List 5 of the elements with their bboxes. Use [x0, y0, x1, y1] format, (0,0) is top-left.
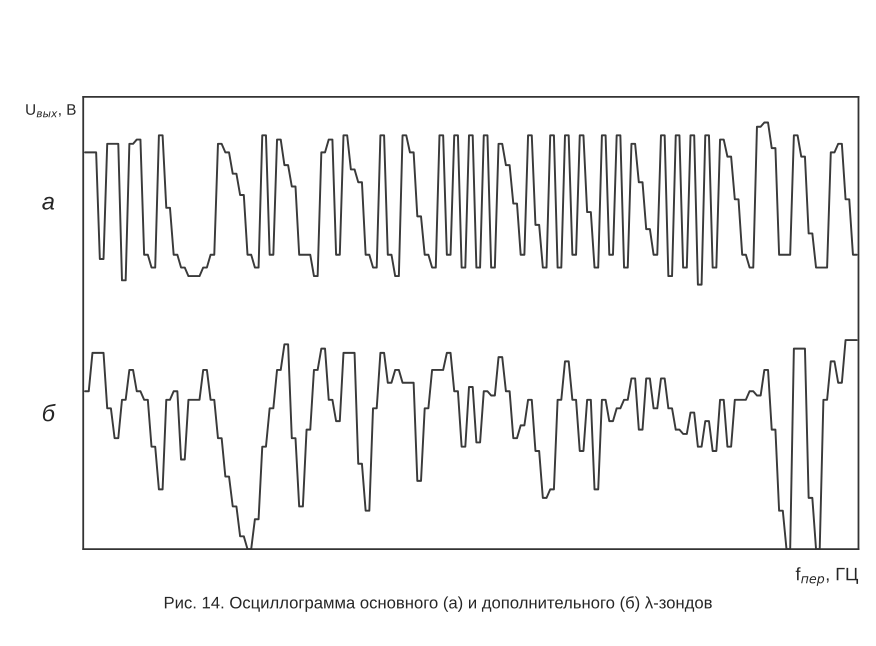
y-axis-title: U$_{вых}$, В [26, 104, 76, 118]
series-label: а [42, 196, 54, 210]
series-label: б [42, 404, 56, 422]
text: Рис. 14. Осциллограмма основного (а) и дополнительного (б) λ-зондов [164, 596, 712, 612]
x-axis-title: f$_{пер}$, ГЦ [796, 567, 858, 586]
